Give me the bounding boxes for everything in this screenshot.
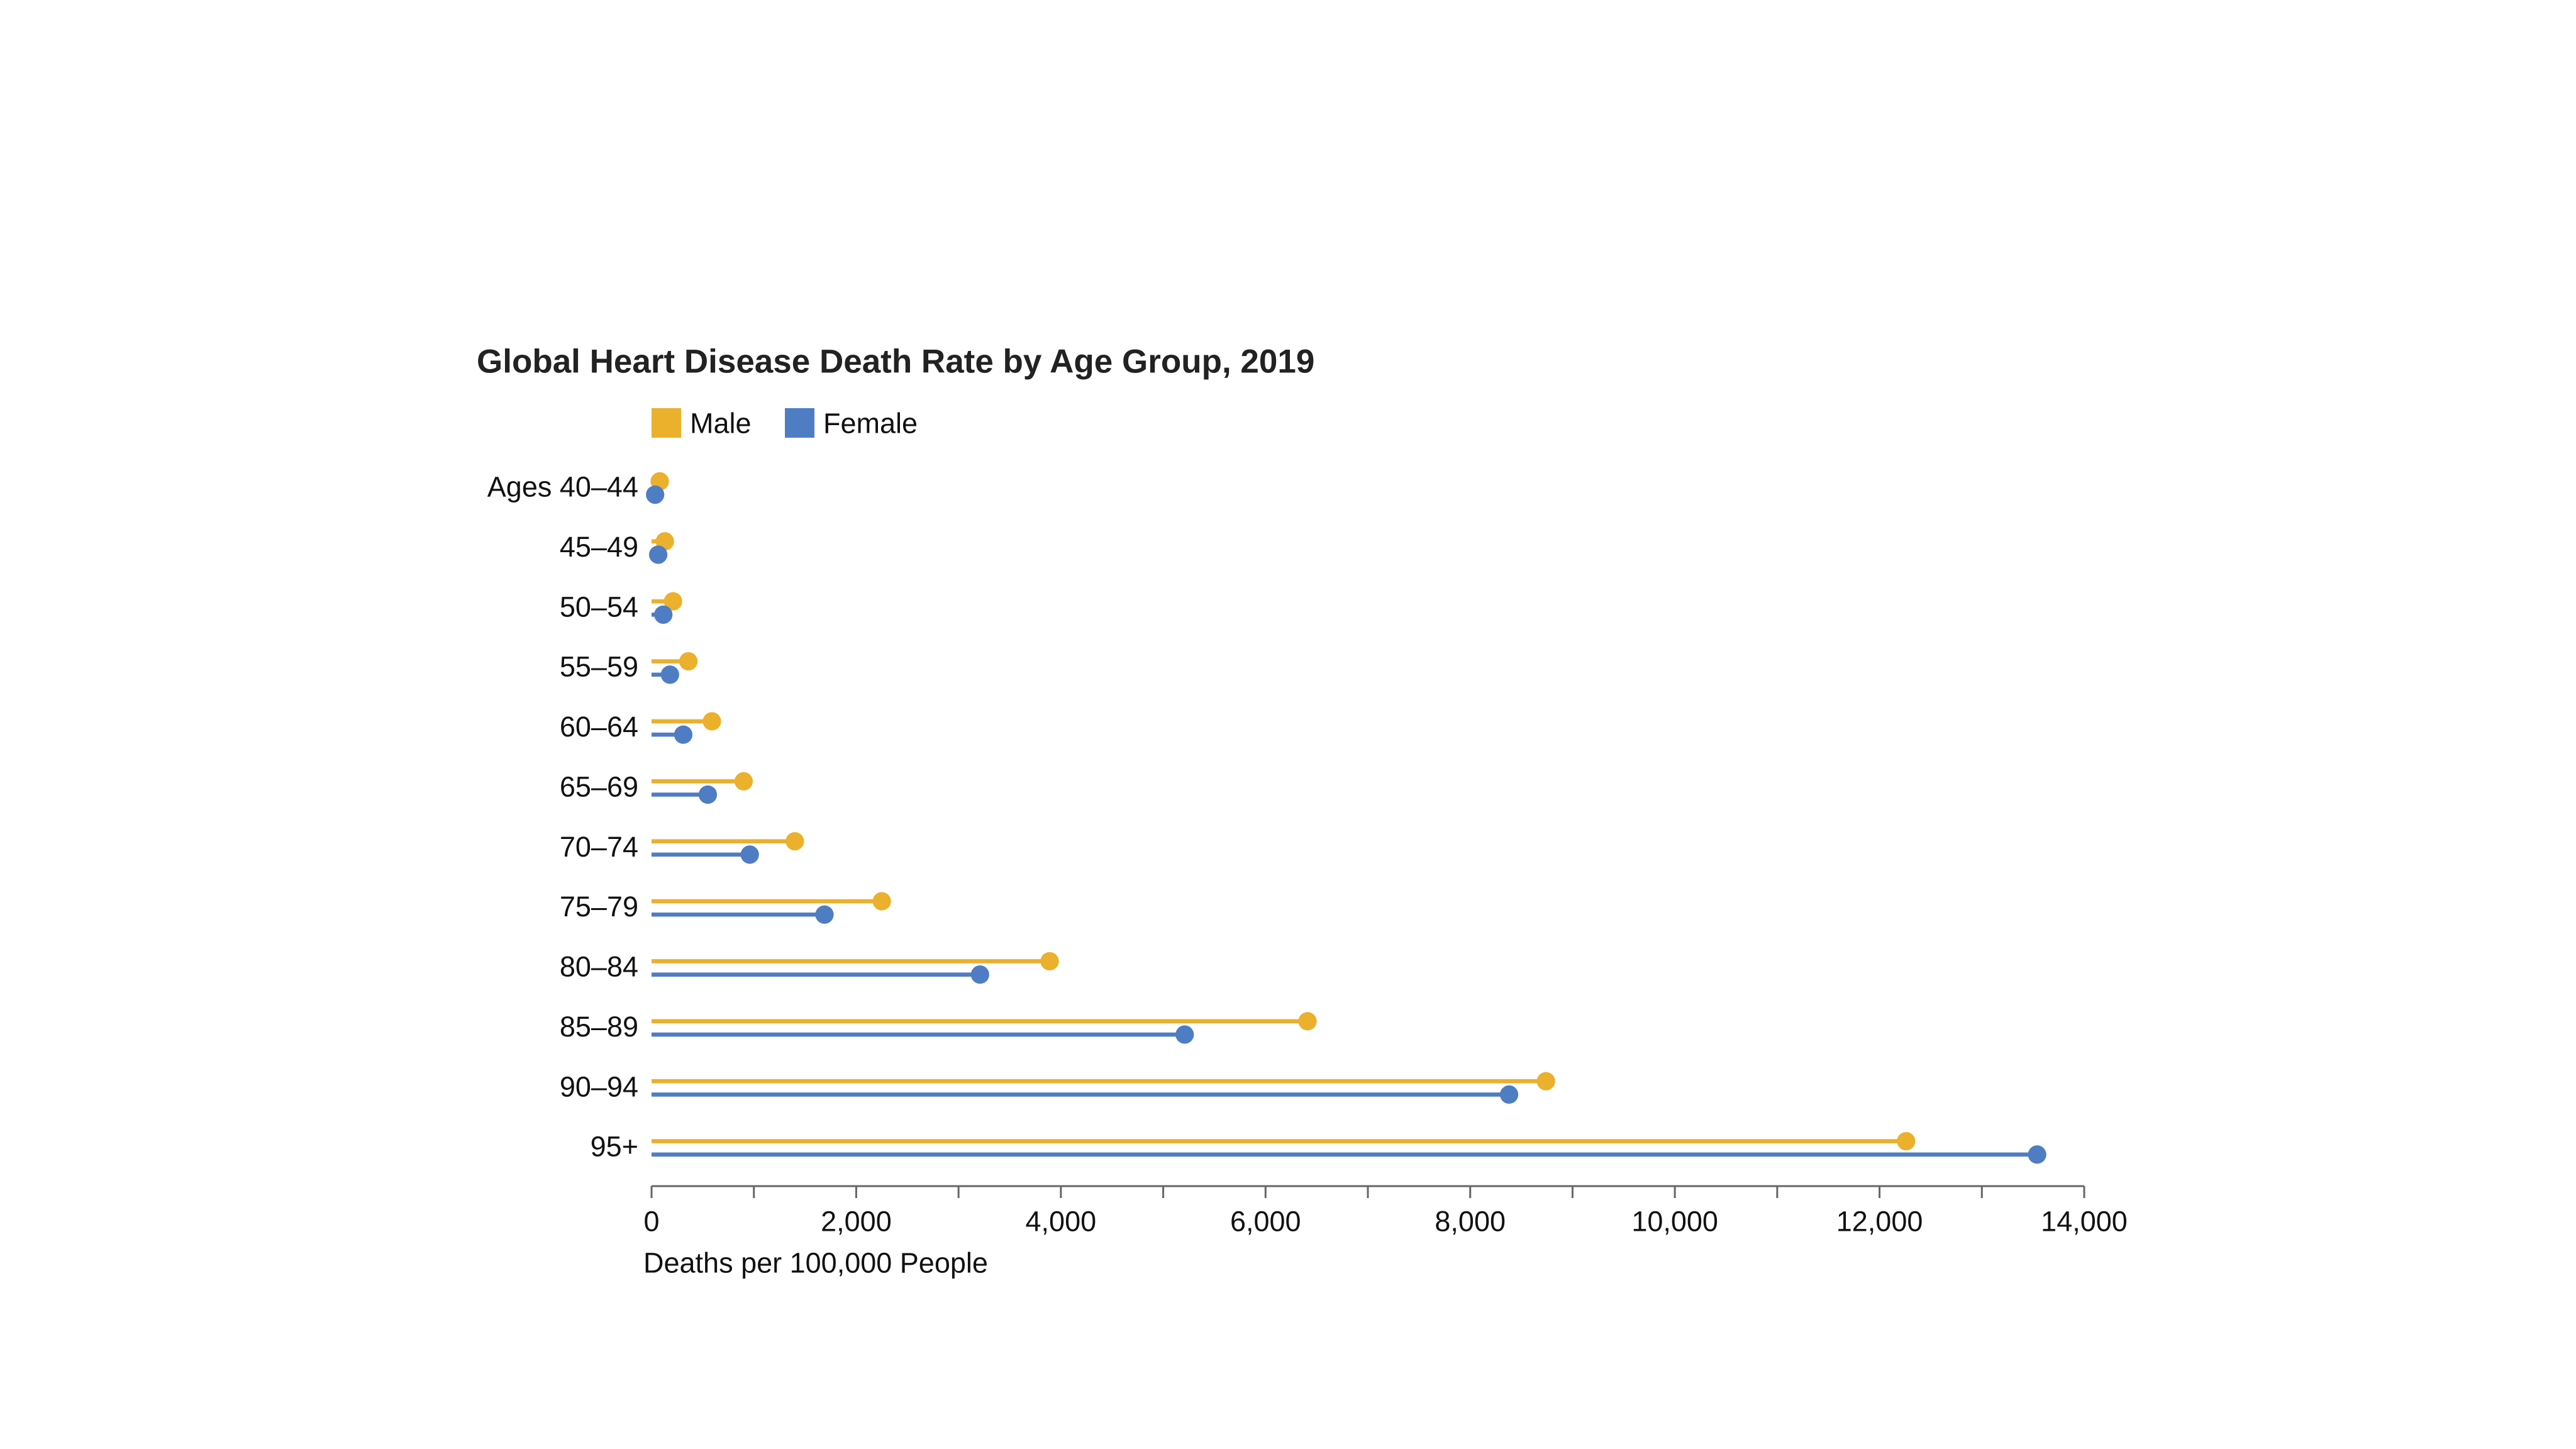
category-row: 70–74 — [560, 831, 804, 864]
male-dot — [1040, 952, 1059, 971]
category-row: 75–79 — [560, 891, 891, 924]
legend-item-male: Male — [652, 408, 752, 440]
chart-title: Global Heart Disease Death Rate by Age G… — [477, 343, 1314, 380]
male-dot — [734, 772, 753, 791]
category-row: 50–54 — [560, 591, 682, 624]
x-tick-label: 12,000 — [1836, 1206, 1923, 1238]
x-axis-title: Deaths per 100,000 People — [643, 1247, 988, 1279]
male-dot — [663, 592, 682, 611]
female-dot — [660, 665, 679, 684]
female-dot — [970, 965, 989, 984]
male-dot — [679, 652, 698, 671]
legend-item-female: Female — [785, 408, 918, 440]
category-row: 95+ — [591, 1131, 2046, 1164]
legend: Male Female — [652, 408, 918, 440]
category-row: 85–89 — [560, 1011, 1317, 1044]
category-label: 70–74 — [560, 831, 638, 863]
legend-label-male: Male — [690, 408, 752, 440]
female-dot — [1175, 1025, 1194, 1044]
category-label: 55–59 — [560, 651, 638, 683]
male-dot — [786, 832, 804, 851]
male-dot — [1298, 1012, 1317, 1031]
male-dot — [872, 892, 891, 911]
category-label: 95+ — [591, 1131, 638, 1163]
category-label: 75–79 — [560, 891, 638, 923]
category-row: Ages 40–44 — [487, 471, 669, 504]
category-label: Ages 40–44 — [487, 471, 638, 503]
category-row: 80–84 — [560, 951, 1059, 984]
female-dot — [646, 486, 665, 504]
category-row: 45–49 — [560, 531, 674, 564]
category-label: 60–64 — [560, 711, 638, 743]
female-dot — [740, 845, 759, 864]
category-row: 60–64 — [560, 711, 721, 744]
legend-label-female: Female — [823, 408, 918, 440]
female-dot — [654, 605, 673, 624]
category-row: 65–69 — [560, 770, 753, 804]
female-dot — [2028, 1145, 2046, 1164]
female-dot — [698, 785, 718, 804]
category-label: 80–84 — [560, 951, 638, 983]
female-dot — [674, 725, 693, 744]
female-dot — [815, 905, 834, 924]
category-label: 50–54 — [560, 591, 638, 623]
x-tick-label: 0 — [643, 1206, 659, 1238]
category-label: 45–49 — [560, 531, 638, 563]
female-dot — [1499, 1085, 1519, 1104]
legend-swatch-female — [785, 408, 814, 438]
category-label: 65–69 — [560, 770, 638, 802]
category-label: 90–94 — [560, 1070, 638, 1102]
x-tick-label: 10,000 — [1631, 1206, 1718, 1238]
female-dot — [648, 545, 668, 564]
legend-swatch-male — [652, 408, 681, 438]
x-axis: 0 2,000 4,000 6,000 8,000 10,000 12,000 14,000 — [643, 1185, 2128, 1238]
male-dot — [702, 712, 721, 731]
male-dot — [1897, 1131, 1916, 1151]
x-tick-label: 8,000 — [1435, 1206, 1506, 1238]
plot-area: Ages 40–44 45–49 50–54 55–59 60–64 65–69 70–74… — [487, 471, 2046, 1164]
category-row: 55–59 — [560, 651, 698, 684]
male-dot — [1536, 1072, 1555, 1091]
x-tick-label: 14,000 — [2041, 1206, 2128, 1238]
x-tick-label: 2,000 — [821, 1206, 892, 1238]
category-label: 85–89 — [560, 1011, 638, 1043]
category-row: 90–94 — [560, 1070, 1555, 1104]
x-tick-label: 4,000 — [1026, 1206, 1097, 1238]
x-tick-label: 6,000 — [1230, 1206, 1301, 1238]
